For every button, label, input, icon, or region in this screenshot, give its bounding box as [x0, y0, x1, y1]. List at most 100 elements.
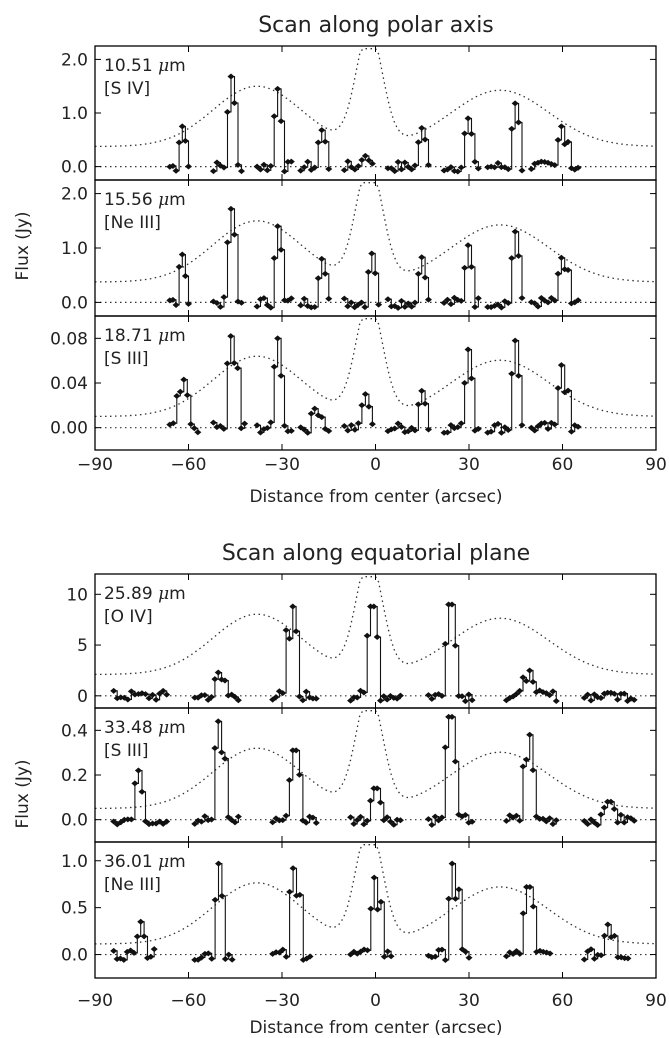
y-tick-label: 2.0 [61, 50, 88, 70]
data-point [574, 164, 582, 171]
x-tick-label: 0 [370, 455, 381, 475]
data-point [387, 953, 395, 960]
data-point [353, 817, 361, 824]
data-point [287, 158, 295, 165]
data-point [175, 139, 183, 146]
data-point [340, 295, 348, 302]
data-point [183, 392, 191, 399]
data-point [564, 138, 572, 145]
data-point [279, 817, 287, 824]
data-point [418, 125, 426, 132]
data-point [551, 297, 559, 304]
x-tick-label: −60 [171, 991, 207, 1011]
y-tick-label: 1.0 [61, 104, 88, 124]
data-point [197, 818, 205, 825]
plot-area [95, 844, 656, 963]
series-step-7 [487, 102, 523, 171]
panel-0-1: 0.0 1.0 2.0 15.56 μm [Ne III] [61, 179, 657, 317]
series-step-4 [428, 603, 473, 702]
data-point [318, 255, 326, 262]
y-tick-label: 0.0 [61, 811, 88, 831]
data-point [357, 813, 365, 820]
data-point [311, 303, 319, 310]
data-point [491, 164, 499, 171]
data-point [368, 160, 376, 167]
y-tick-label: 1.0 [61, 239, 88, 259]
data-point [181, 273, 189, 280]
data-point [181, 137, 189, 144]
data-point [522, 756, 530, 763]
data-point [546, 815, 554, 822]
data-point [270, 363, 278, 370]
data-point [185, 300, 192, 307]
y-tick-label: 0.5 [61, 899, 88, 919]
data-point [564, 266, 572, 273]
data-point [234, 365, 242, 372]
x-tick-label: 30 [458, 991, 480, 1011]
data-point [173, 393, 181, 400]
data-point [590, 955, 598, 962]
data-point [110, 687, 118, 694]
data-point [223, 239, 231, 246]
data-point [227, 73, 235, 80]
data-point [279, 946, 287, 953]
data-point [209, 419, 217, 426]
data-point [351, 166, 359, 173]
data-point [471, 158, 479, 165]
data-point [374, 906, 382, 913]
data-point [584, 821, 592, 828]
data-point [396, 817, 404, 824]
data-point [461, 130, 469, 137]
series-step-5 [506, 886, 551, 957]
data-point [318, 414, 326, 421]
x-tick-label: 90 [645, 455, 667, 475]
data-point [289, 865, 297, 872]
data-point [178, 123, 186, 130]
data-point [358, 402, 366, 409]
data-point [267, 419, 275, 426]
data-point [354, 163, 362, 170]
data-point [508, 125, 516, 132]
data-point [474, 295, 482, 302]
data-point [169, 420, 177, 427]
data-point [256, 166, 264, 173]
data-point [354, 420, 362, 427]
data-point [504, 166, 512, 173]
data-point [302, 819, 310, 826]
data-point [285, 777, 293, 784]
data-point [214, 718, 222, 725]
data-point [394, 159, 402, 166]
data-point [172, 301, 180, 308]
data-point [231, 694, 239, 701]
data-point [614, 819, 622, 826]
data-point [451, 758, 459, 765]
data-point [511, 337, 519, 344]
data-point [418, 254, 426, 261]
data-point [431, 813, 439, 820]
data-point [360, 821, 368, 828]
y-tick-label: 0.4 [61, 721, 88, 741]
data-point [557, 254, 565, 261]
data-point [451, 895, 459, 902]
data-point [519, 910, 527, 917]
data-point [522, 678, 530, 685]
data-point [180, 376, 188, 383]
data-point [534, 303, 542, 310]
data-point [220, 294, 228, 301]
data-point [363, 632, 371, 639]
data-point [391, 168, 399, 175]
y-tick-label: 0.08 [50, 329, 88, 349]
data-point [504, 300, 512, 307]
series-step-1 [194, 720, 239, 825]
data-point [163, 818, 171, 825]
data-point [221, 755, 229, 762]
data-point [230, 231, 238, 238]
y-tick-label: 0.0 [61, 158, 88, 178]
data-point [397, 298, 405, 305]
x-tick-label: 60 [552, 455, 574, 475]
data-point [620, 819, 628, 826]
data-point [363, 947, 371, 954]
data-point [494, 420, 502, 427]
data-point [440, 299, 448, 306]
data-point [269, 819, 277, 826]
